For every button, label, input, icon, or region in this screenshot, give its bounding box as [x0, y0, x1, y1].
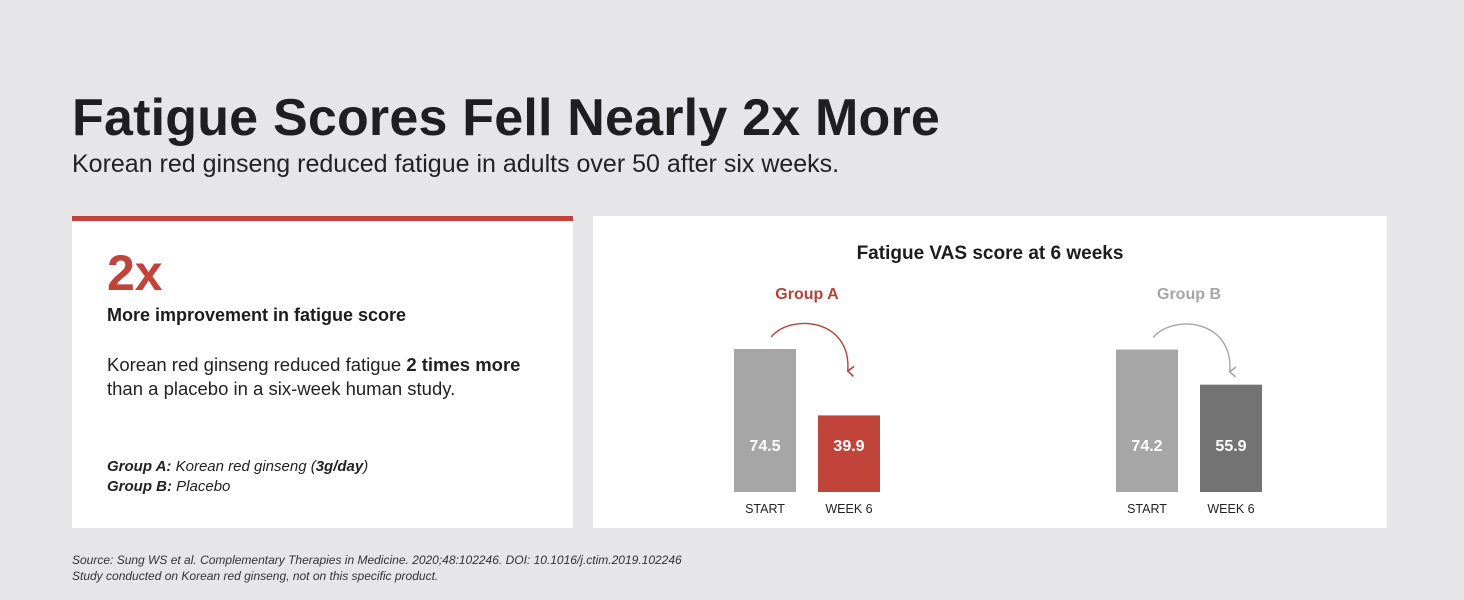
- chart-title: Fatigue VAS score at 6 weeks: [857, 243, 1124, 264]
- group-a-bar-start: [734, 348, 796, 492]
- stat-label: More improvement in fatigue score: [107, 305, 407, 325]
- study-description: Korean red ginseng reduced fatigue 2 tim…: [107, 353, 547, 401]
- group-b-bar-week-6: [1200, 384, 1262, 492]
- group-b-data-label: 55.9: [1215, 438, 1246, 455]
- bar-chart: Fatigue VAS score at 6 weeks Group A 74.5…: [734, 243, 1262, 516]
- group-legend: Group A: Korean red ginseng (3g/day) Gro…: [107, 457, 368, 497]
- group-a-line: Group A: Korean red ginseng (3g/day): [107, 457, 368, 477]
- group-a-data-label: 74.5: [749, 438, 780, 455]
- page-subtitle: Korean red ginseng reduced fatigue in ad…: [72, 150, 840, 178]
- desc-text-bold: 2 times more: [406, 354, 521, 375]
- group-a-text: Korean red ginseng (: [175, 458, 316, 475]
- chart-card: Fatigue VAS score at 6 weeks Group A 74.5…: [593, 216, 1387, 528]
- group-a-close: ): [363, 458, 369, 475]
- group-a-dose: 3g/day: [315, 458, 364, 475]
- desc-text-end: than a placebo in a six-week human study…: [107, 378, 456, 399]
- group-b-bar-start: [1116, 349, 1178, 492]
- group-a-tick-label: START: [745, 502, 785, 516]
- source-line: Source: Sung WS et al. Complementary The…: [72, 553, 682, 567]
- group-b-tick-label: WEEK 6: [1207, 502, 1254, 516]
- stat-value: 2x: [107, 245, 163, 301]
- group-b-series-label: Group B: [1157, 286, 1221, 303]
- source-citation: Source: Sung WS et al. Complementary The…: [72, 552, 682, 584]
- group-a-change-arrow-icon: [770, 322, 855, 377]
- group-b-label: Group B:: [107, 478, 172, 495]
- group-b-text: Placebo: [176, 478, 231, 495]
- group-a-bar-week-6: [818, 415, 880, 492]
- group-a-label: Group A:: [107, 458, 172, 475]
- page-title: Fatigue Scores Fell Nearly 2x More: [72, 89, 941, 147]
- group-b-data-label: 74.2: [1131, 438, 1162, 455]
- group-b-tick-label: START: [1127, 502, 1167, 516]
- group-a-series-label: Group A: [775, 286, 839, 303]
- desc-text-start: Korean red ginseng reduced fatigue: [107, 354, 407, 375]
- highlight-card: 2x More improvement in fatigue score Kor…: [72, 216, 573, 528]
- group-a-data-label: 39.9: [833, 438, 864, 455]
- group-b-change-arrow-icon: [1152, 323, 1237, 378]
- disclaimer-line: Study conducted on Korean red ginseng, n…: [72, 569, 439, 583]
- group-a-tick-label: WEEK 6: [825, 502, 872, 516]
- group-b-line: Group B: Placebo: [107, 477, 368, 497]
